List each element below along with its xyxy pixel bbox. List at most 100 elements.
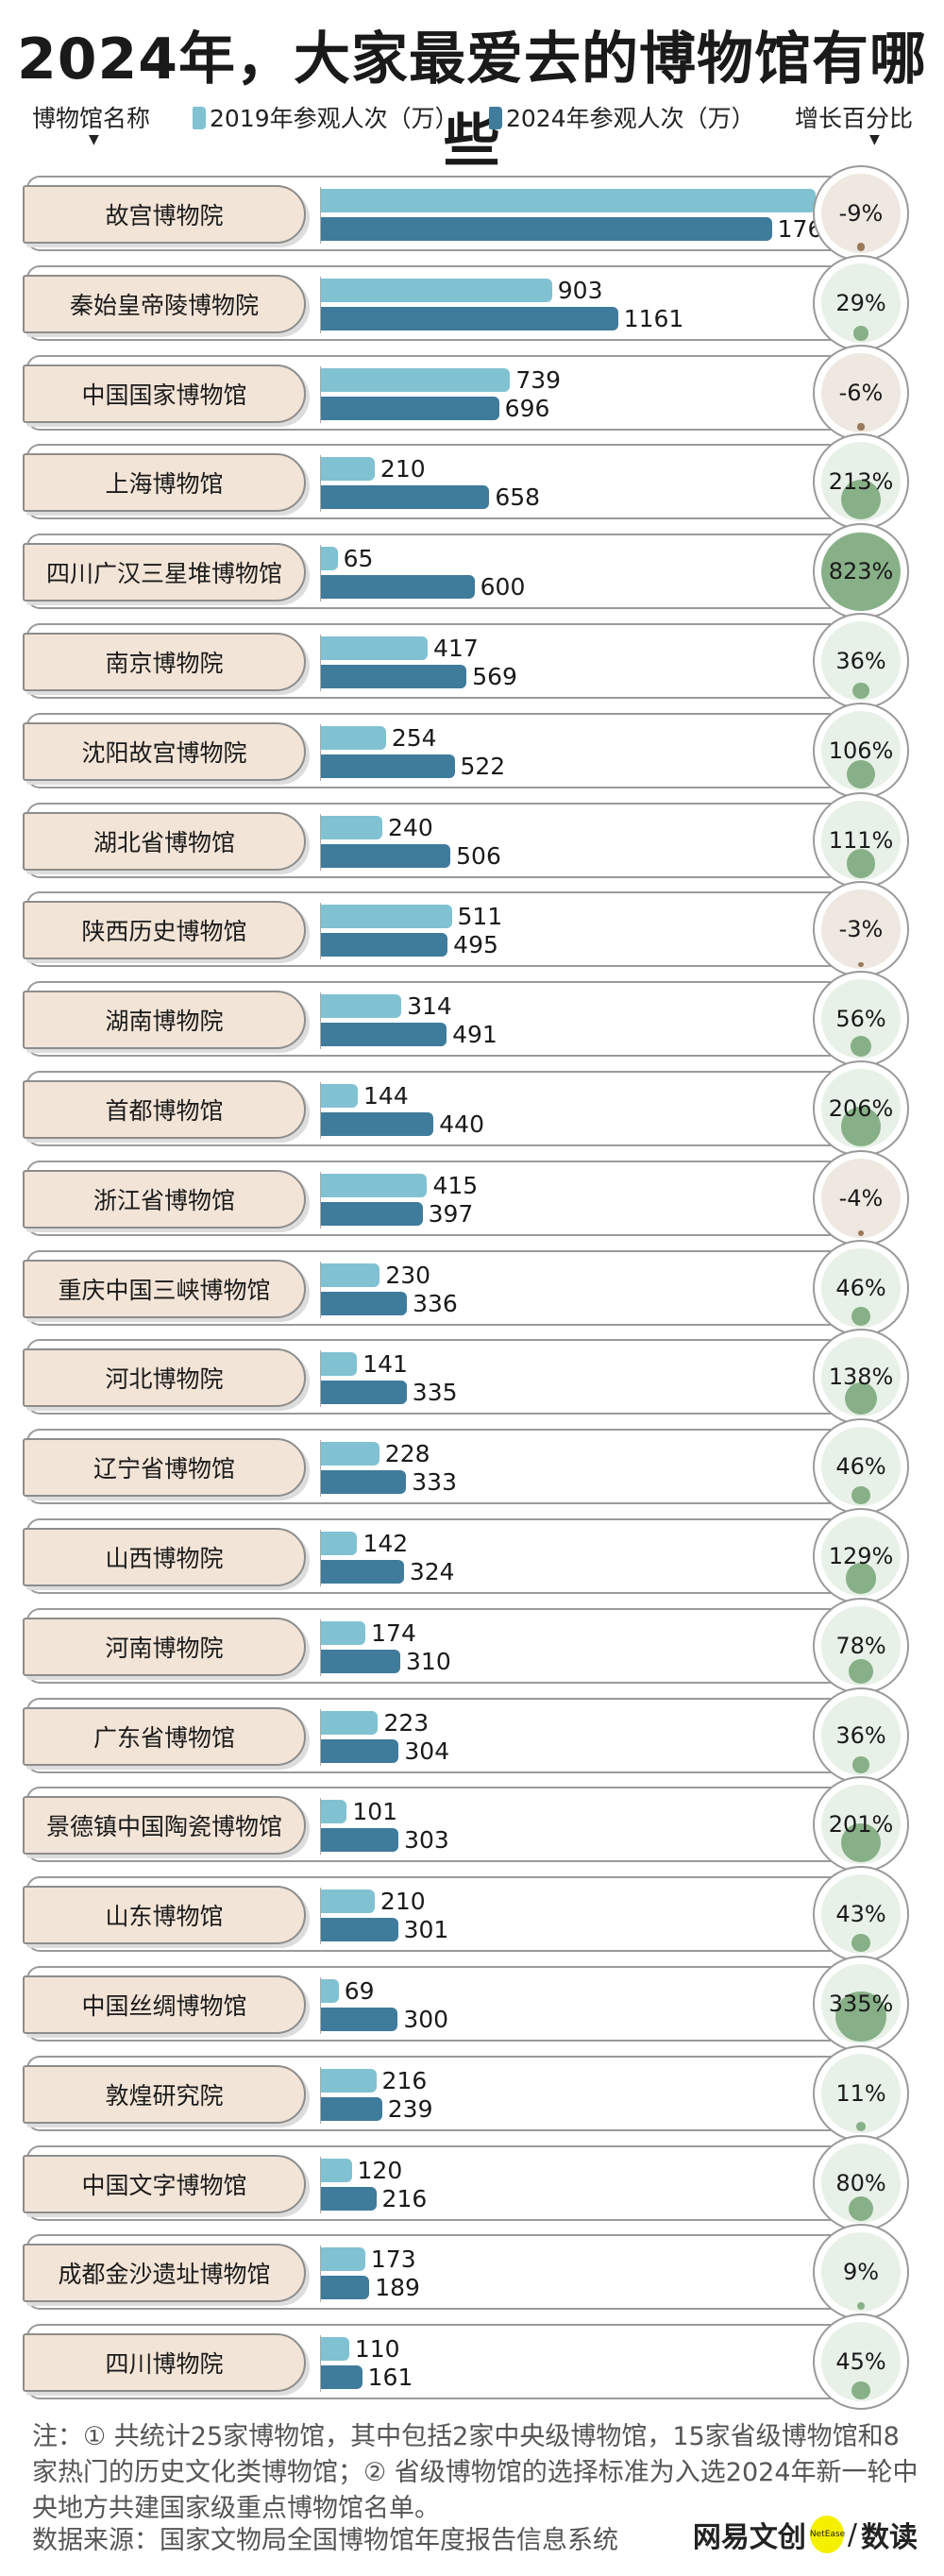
bar-axis xyxy=(320,1618,321,1676)
growth-label: 213% xyxy=(828,468,894,496)
bar-2024 xyxy=(321,1738,399,1763)
value-label-2024: 336 xyxy=(413,1289,458,1317)
bar-2019 xyxy=(321,2158,352,2182)
bar-2019 xyxy=(321,2068,377,2093)
chart-row: 中国文字博物馆 120 216 xyxy=(23,2144,857,2223)
logo-right: 数读 xyxy=(861,2521,918,2554)
bar-axis xyxy=(320,2246,321,2303)
growth-label: 206% xyxy=(828,1095,894,1122)
growth-dot xyxy=(851,1934,870,1953)
bar-axis xyxy=(320,1530,321,1586)
bar-2024 xyxy=(321,1023,447,1047)
growth-circle: 213% xyxy=(821,442,901,522)
museum-label: 山东博物馆 xyxy=(23,1886,306,1945)
bar-2024 xyxy=(321,1381,407,1405)
value-label-2019: 65 xyxy=(343,545,374,573)
growth-label: 111% xyxy=(828,826,894,854)
bar-2024 xyxy=(321,306,618,330)
growth-circle: 29% xyxy=(821,263,901,343)
value-label-2024: 440 xyxy=(439,1110,484,1138)
growth-dot xyxy=(844,1382,878,1415)
bar-2024 xyxy=(321,2365,362,2390)
museum-label: 中国丝绸博物馆 xyxy=(23,1975,306,2034)
growth-dot xyxy=(851,1485,870,1505)
chart-row: 四川博物院 110 161 xyxy=(23,2324,857,2401)
bar-axis xyxy=(320,1798,321,1856)
value-label-2019: 110 xyxy=(354,2335,400,2364)
value-label-2024: 304 xyxy=(404,1737,450,1765)
growth-circle: -3% xyxy=(821,890,901,970)
value-label-2024: 239 xyxy=(387,2094,433,2123)
bar-axis xyxy=(320,1440,321,1498)
growth-dot xyxy=(821,532,901,612)
footnote: 注：① 共统计25家博物馆，其中包括2家中央级博物馆，15家省级博物馆和8家热门… xyxy=(32,2422,919,2523)
bar-2024 xyxy=(321,1828,399,1853)
growth-dot xyxy=(856,2122,866,2131)
value-label-2019: 120 xyxy=(357,2156,403,2184)
growth-circle: 80% xyxy=(821,2143,901,2223)
bar-axis xyxy=(320,813,321,871)
bar-2019 xyxy=(321,547,338,571)
growth-dot xyxy=(858,1229,864,1236)
bar-2024 xyxy=(321,1560,404,1584)
museum-label: 湖北省博物馆 xyxy=(23,811,306,871)
bar-axis xyxy=(320,2156,321,2213)
value-label-2024: 397 xyxy=(428,1199,474,1228)
growth-circle: 138% xyxy=(821,1337,901,1417)
bar-2024 xyxy=(321,485,490,510)
bar-2019 xyxy=(321,1263,380,1287)
bar-2024 xyxy=(321,1291,408,1315)
growth-dot xyxy=(851,1036,871,1058)
museum-label: 故宫博物院 xyxy=(23,185,306,244)
growth-dot xyxy=(847,759,875,788)
growth-label: 36% xyxy=(835,648,886,674)
museum-label: 重庆中国三峡博物馆 xyxy=(23,1259,306,1318)
chart-row: 中国丝绸博物馆 69 300 xyxy=(23,1966,857,2043)
growth-label: 106% xyxy=(828,737,894,764)
bar-2024 xyxy=(321,933,448,958)
bar-2019 xyxy=(321,636,429,660)
growth-label: 9% xyxy=(842,2259,880,2286)
bar-2019 xyxy=(321,457,375,482)
bar-2024 xyxy=(321,217,772,241)
value-label-2019: 739 xyxy=(515,365,562,394)
growth-label: 201% xyxy=(828,1811,894,1839)
bar-2024 xyxy=(321,843,451,868)
value-label-2019: 174 xyxy=(371,1618,416,1647)
chart-row: 敦煌研究院 216 239 xyxy=(23,2055,857,2133)
value-label-2024: 333 xyxy=(412,1468,457,1497)
museum-label: 四川广汉三星堆博物馆 xyxy=(23,543,306,602)
bar-2019 xyxy=(321,1352,358,1377)
netease-badge: NetEase xyxy=(809,2516,845,2553)
growth-circle: 45% xyxy=(821,2322,901,2402)
growth-label: -6% xyxy=(838,379,884,406)
chart-row: 秦始皇帝陵博物院 903 1161 xyxy=(23,264,857,343)
growth-label: 43% xyxy=(835,1901,886,1928)
bar-2024 xyxy=(321,2096,382,2121)
value-label-2019: 223 xyxy=(383,1708,430,1737)
value-label-2024: 696 xyxy=(504,394,550,422)
growth-label: 46% xyxy=(835,1453,886,1481)
growth-dot xyxy=(852,682,869,699)
growth-circle: 36% xyxy=(821,1695,901,1775)
growth-dot xyxy=(840,480,882,520)
bar-2024 xyxy=(321,1470,407,1495)
bar-2019 xyxy=(321,1442,379,1466)
growth-dot xyxy=(846,849,876,878)
bar-2024 xyxy=(321,1201,423,1226)
chart-row: 四川广汉三星堆博物馆 65 600 xyxy=(23,534,857,611)
growth-dot xyxy=(856,243,866,251)
value-label-2024: 335 xyxy=(412,1379,458,1407)
bar-axis xyxy=(320,2066,321,2124)
growth-circle: 78% xyxy=(821,1605,901,1686)
value-label-2019: 511 xyxy=(457,903,503,931)
bar-2024 xyxy=(321,575,475,600)
growth-circle: -9% xyxy=(821,174,901,253)
bar-2019 xyxy=(321,367,511,392)
chart-row: 中国国家博物馆 739 696 xyxy=(23,354,857,432)
museum-label: 成都金沙遗址博物馆 xyxy=(23,2244,306,2303)
chart-row: 景德镇中国陶瓷博物馆 101 303 xyxy=(23,1787,857,1864)
chart-row: 山东博物馆 210 301 xyxy=(23,1876,857,1954)
growth-circle: 823% xyxy=(821,532,901,612)
growth-circle: 36% xyxy=(821,621,901,701)
